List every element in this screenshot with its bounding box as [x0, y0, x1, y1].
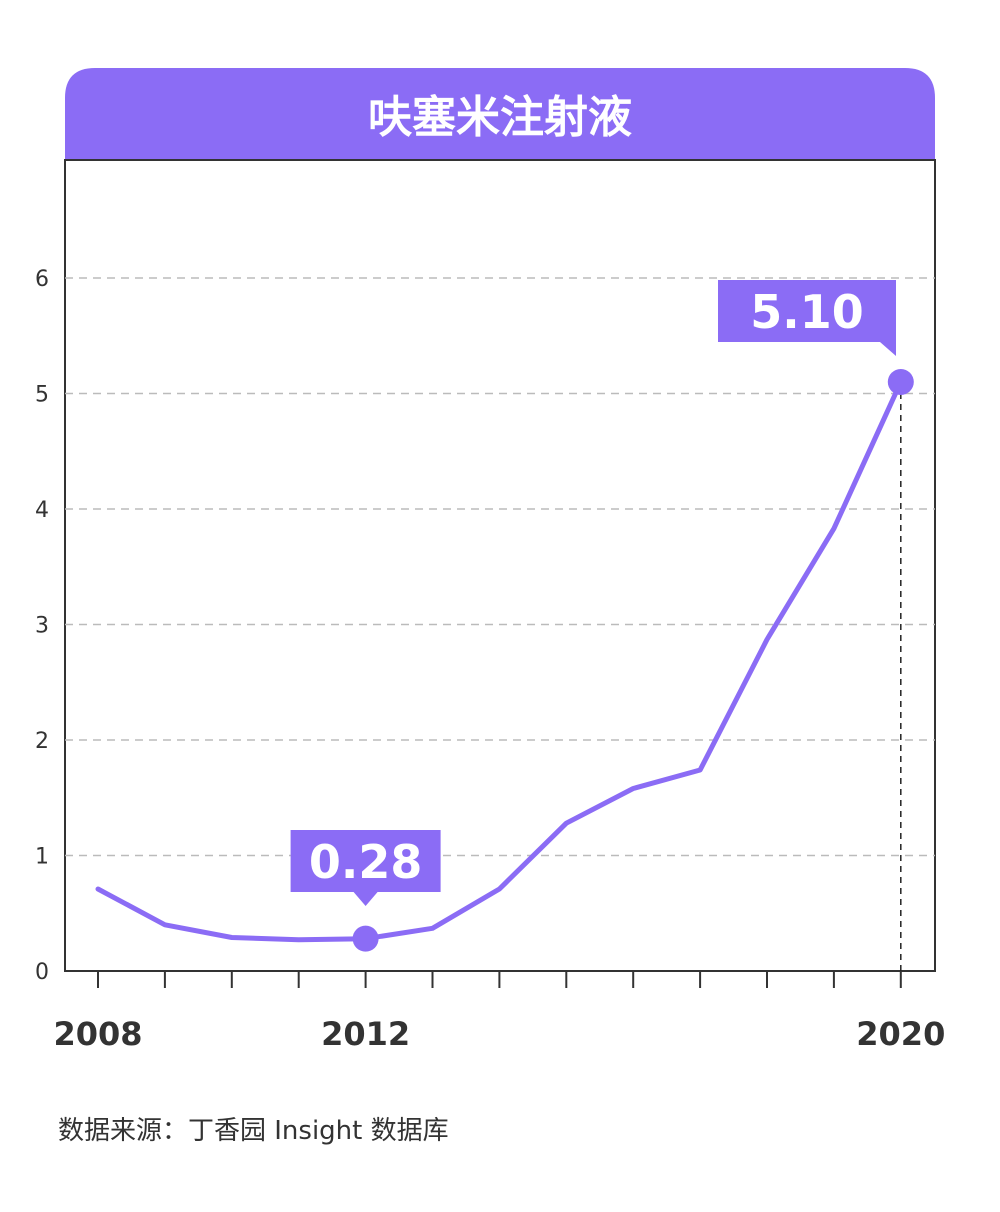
title-header-bar [65, 68, 935, 160]
chart-title: 呋塞米注射液 [368, 92, 632, 143]
x-tick-label: 2020 [856, 1015, 945, 1053]
y-tick-label: 1 [35, 845, 49, 870]
x-tick-label: 2012 [321, 1015, 410, 1053]
y-tick-label: 6 [35, 267, 49, 292]
x-tick-label: 2008 [53, 1015, 142, 1053]
y-tick-label: 2 [35, 729, 49, 754]
data-point-marker [887, 368, 914, 395]
y-tick-label: 0 [35, 960, 49, 985]
y-tick-label: 5 [35, 383, 49, 408]
callout-box [718, 280, 896, 342]
callout-label: 5.10 [750, 285, 864, 339]
callout-label: 0.28 [309, 835, 423, 889]
data-point-marker [352, 925, 379, 952]
callout-box [290, 830, 441, 892]
y-tick-label: 4 [35, 498, 49, 523]
data-source-note: 数据来源：丁香园 Insight 数据库 [58, 1116, 449, 1146]
callout-pointer [880, 342, 896, 356]
callout-pointer [353, 892, 378, 906]
y-tick-label: 3 [35, 614, 49, 639]
series-line [95, 379, 904, 943]
